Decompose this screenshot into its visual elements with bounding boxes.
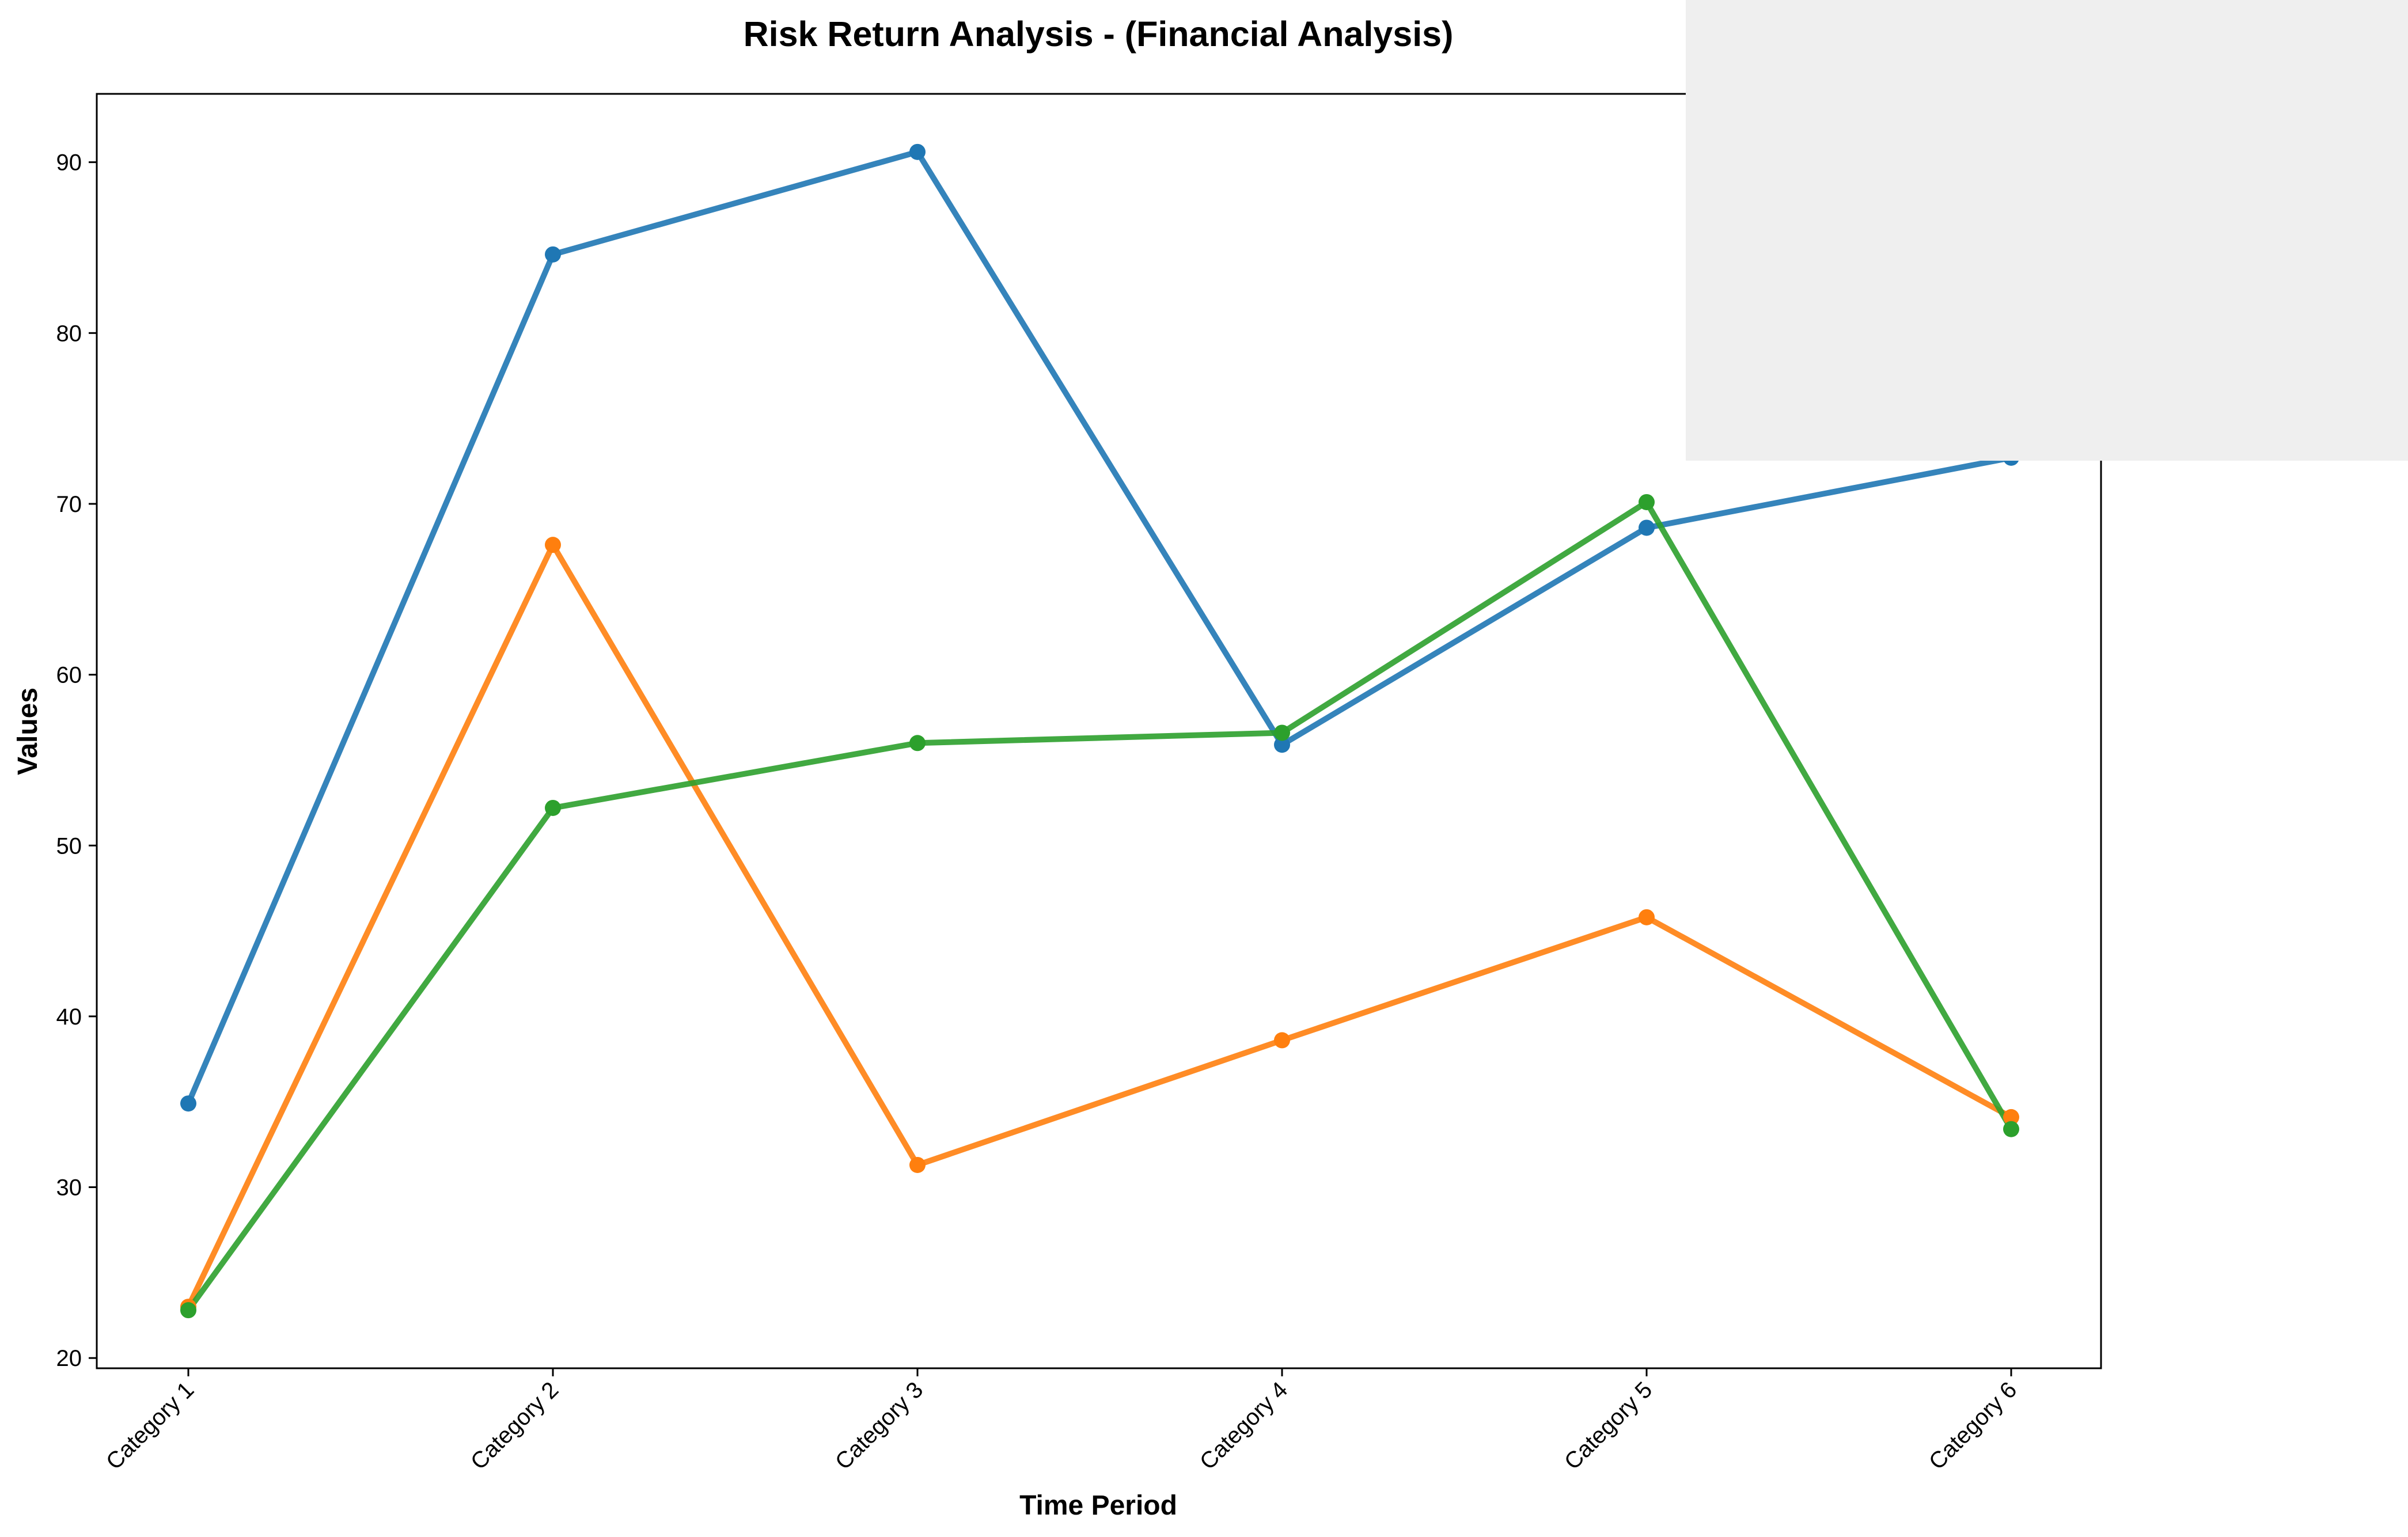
x-axis: Category 1 Category 2 Category 3 Category 4… (101, 1368, 2022, 1475)
series-2-point (909, 1156, 926, 1173)
series-2-point (545, 537, 561, 553)
x-tick-label: Category 1 (101, 1377, 199, 1474)
x-tick-label: Category 3 (831, 1377, 928, 1474)
series-1-point (1639, 519, 1655, 536)
series-3-point (909, 735, 926, 752)
x-tick-label: Category 6 (1924, 1377, 2022, 1474)
y-axis: 20 30 40 50 60 70 80 90 (56, 150, 97, 1371)
x-tick-label: Category 5 (1560, 1377, 1657, 1474)
y-tick-label: 80 (56, 321, 82, 346)
series-1-point (180, 1095, 196, 1112)
series-2-point (2003, 1109, 2019, 1125)
legend-overlay-box (1686, 0, 2408, 461)
y-tick-label: 30 (56, 1175, 82, 1201)
series-3-line (185, 499, 2014, 1314)
series-2-point (1639, 909, 1655, 925)
series-2-line (185, 542, 2014, 1310)
y-tick-label: 50 (56, 833, 82, 859)
plot-area-frame (96, 93, 2102, 1369)
y-tick-label: 60 (56, 663, 82, 688)
series-3-point (545, 799, 561, 816)
series-3-point (1274, 724, 1290, 741)
series-1-line (185, 149, 2014, 1107)
chart-title: Risk Return Analysis - (Financial Analys… (744, 14, 1454, 54)
y-tick-label: 40 (56, 1004, 82, 1030)
series-3-point (2003, 1121, 2019, 1137)
y-tick-label: 20 (56, 1346, 82, 1371)
x-tick-label: Category 4 (1195, 1377, 1292, 1474)
series-points (180, 143, 2019, 1319)
series-3-point (1639, 494, 1655, 510)
y-axis-title: Values (13, 688, 43, 775)
series-1-point (545, 246, 561, 263)
series-1-point (1274, 737, 1290, 753)
x-tick-label: Category 2 (466, 1377, 563, 1474)
series-2-point (1274, 1032, 1290, 1049)
series-lines (185, 149, 2014, 1314)
x-axis-title: Time Period (1019, 1490, 1177, 1521)
series-3-point (180, 1302, 196, 1319)
y-tick-label: 70 (56, 492, 82, 517)
series-1-point (909, 143, 926, 160)
y-tick-label: 90 (56, 150, 82, 176)
